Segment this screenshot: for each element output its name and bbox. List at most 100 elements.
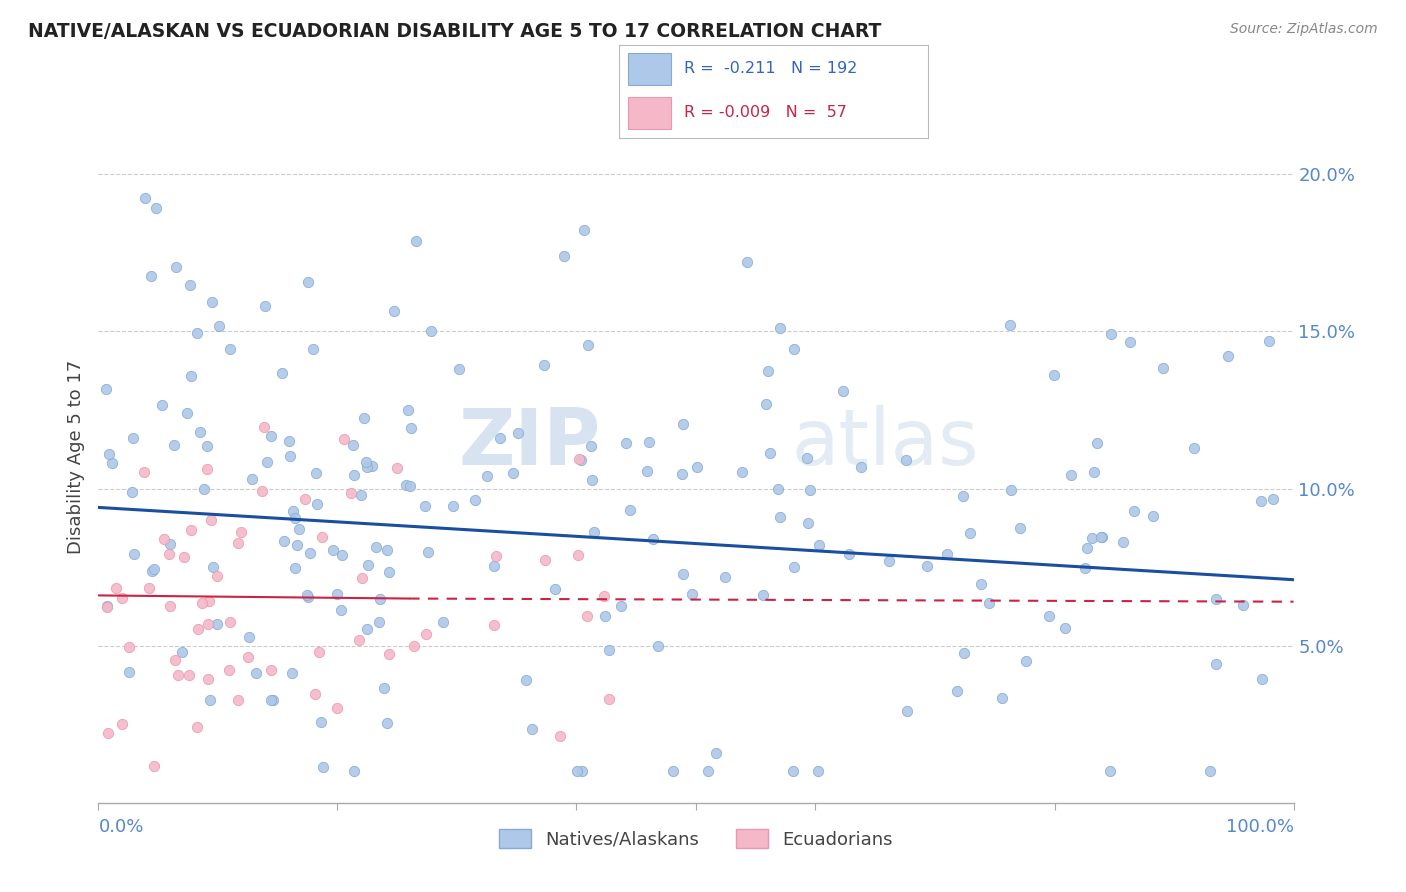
Point	[520, 723, 543, 737]
Point	[187, 622, 209, 636]
Point	[415, 499, 437, 513]
Point	[240, 471, 263, 485]
Point	[208, 318, 231, 333]
Point	[1054, 621, 1077, 635]
Point	[226, 536, 249, 550]
Point	[1076, 541, 1098, 556]
Point	[260, 692, 283, 706]
Point	[1251, 672, 1274, 686]
Point	[1038, 609, 1060, 624]
Point	[896, 704, 918, 718]
Point	[731, 465, 754, 479]
Point	[179, 278, 201, 293]
Point	[357, 558, 380, 573]
Point	[593, 589, 616, 603]
Point	[571, 764, 593, 779]
Point	[173, 549, 195, 564]
Point	[143, 759, 166, 773]
Point	[1091, 530, 1114, 544]
Point	[807, 764, 830, 779]
Point	[322, 542, 344, 557]
Point	[402, 639, 425, 653]
Point	[1073, 561, 1095, 575]
Point	[111, 716, 134, 731]
Point	[373, 681, 395, 696]
Point	[619, 502, 641, 516]
Point	[273, 534, 295, 549]
Point	[354, 455, 377, 469]
Text: R = -0.009   N =  57: R = -0.009 N = 57	[683, 105, 846, 120]
Point	[970, 577, 993, 591]
Point	[671, 417, 693, 431]
Point	[378, 565, 401, 579]
Point	[399, 421, 422, 435]
Point	[614, 436, 637, 450]
Point	[100, 456, 122, 470]
Point	[576, 337, 599, 351]
Point	[769, 321, 792, 335]
Point	[533, 552, 555, 566]
Point	[1250, 494, 1272, 508]
Point	[356, 460, 378, 475]
Text: 0.0%: 0.0%	[98, 818, 143, 836]
Point	[569, 453, 592, 467]
Point	[271, 367, 294, 381]
Point	[330, 603, 353, 617]
Point	[832, 384, 855, 398]
Point	[565, 764, 588, 779]
Point	[1152, 360, 1174, 375]
Point	[796, 451, 818, 466]
Point	[1205, 657, 1227, 672]
Point	[188, 425, 211, 439]
Point	[165, 260, 187, 274]
Point	[838, 547, 860, 561]
Point	[1083, 465, 1105, 479]
Point	[118, 665, 141, 680]
Point	[157, 548, 180, 562]
Point	[326, 587, 349, 601]
Point	[145, 201, 167, 215]
Point	[330, 548, 353, 562]
Point	[305, 497, 328, 511]
Point	[1098, 764, 1121, 779]
Point	[342, 764, 364, 779]
Point	[959, 526, 981, 541]
Text: 100.0%: 100.0%	[1226, 818, 1294, 836]
Point	[219, 615, 242, 630]
Point	[252, 420, 274, 434]
Point	[783, 342, 806, 356]
Point	[311, 715, 333, 730]
Point	[752, 588, 775, 602]
Point	[186, 720, 208, 734]
Point	[297, 275, 319, 289]
Point	[285, 538, 308, 552]
Legend: Natives/Alaskans, Ecuadorians: Natives/Alaskans, Ecuadorians	[492, 822, 900, 856]
Point	[342, 438, 364, 452]
Point	[953, 646, 976, 660]
Point	[193, 482, 215, 496]
Point	[308, 645, 330, 659]
Point	[548, 729, 571, 743]
Point	[1199, 764, 1222, 779]
Point	[195, 461, 218, 475]
Point	[97, 447, 120, 461]
Point	[278, 434, 301, 449]
Point	[141, 269, 163, 284]
Point	[1060, 467, 1083, 482]
Point	[356, 622, 378, 636]
Point	[593, 608, 616, 623]
Point	[347, 632, 370, 647]
Point	[543, 582, 565, 597]
Point	[97, 726, 120, 740]
Point	[508, 425, 530, 440]
Bar	[628, 97, 671, 129]
Point	[262, 693, 284, 707]
Point	[574, 222, 596, 236]
Point	[419, 324, 441, 338]
Bar	[628, 53, 671, 85]
Point	[111, 591, 134, 605]
Point	[1010, 521, 1032, 535]
Point	[284, 511, 307, 525]
Point	[96, 600, 118, 615]
Point	[207, 569, 229, 583]
